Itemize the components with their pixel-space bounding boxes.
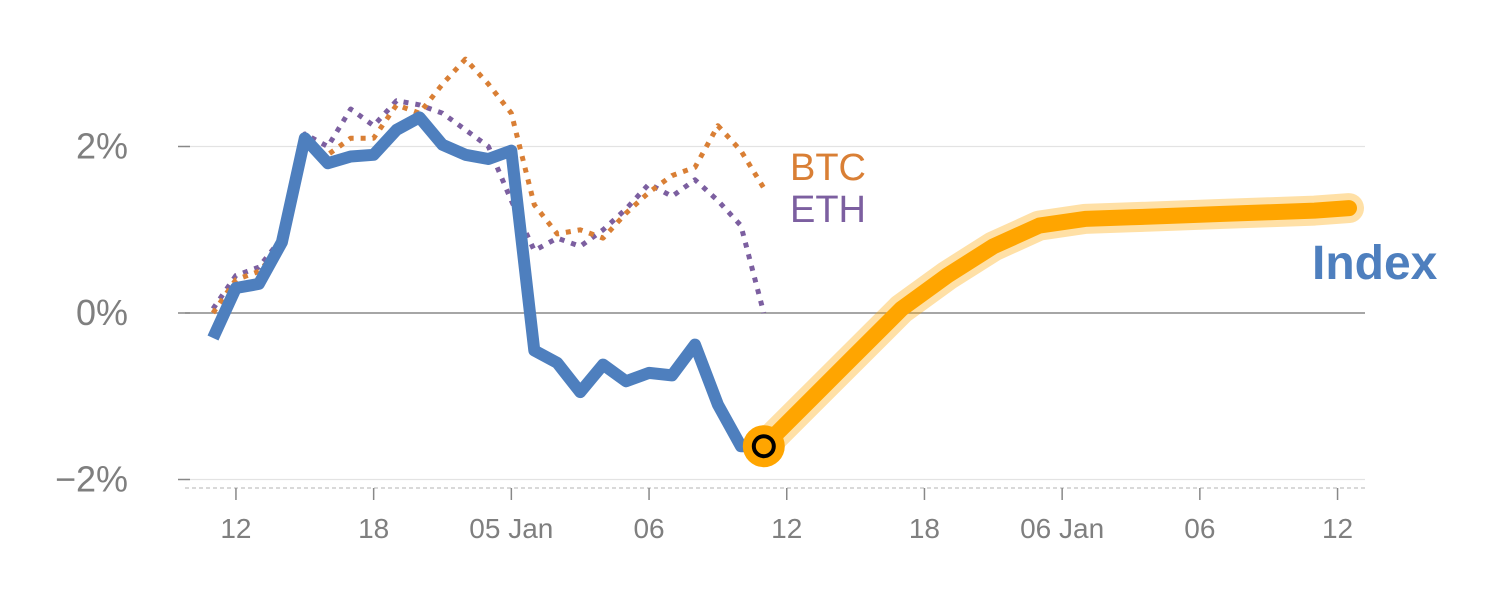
y-axis-ticks: 2% 0% −2%: [55, 126, 190, 500]
y-tick-label: 0%: [76, 292, 128, 333]
marker-ring: [751, 434, 776, 459]
forecast-band-line: [755, 200, 1357, 455]
y-tick-label: −2%: [55, 459, 128, 500]
index-series-label: Index: [1312, 237, 1438, 290]
x-tick-label: 18: [909, 513, 940, 544]
series-labels: BTC ETH Index: [790, 147, 1438, 290]
x-tick-label: 12: [1322, 513, 1353, 544]
x-tick-label: 12: [220, 513, 251, 544]
btc-series-line: [210, 56, 766, 315]
x-tick-label: 18: [358, 513, 389, 544]
x-tick-label: 06 Jan: [1020, 513, 1104, 544]
marker-outer-dot: [742, 425, 785, 468]
y-tick-label: 2%: [76, 126, 128, 167]
index-series-line: [207, 111, 764, 453]
current-point-marker: [742, 425, 785, 468]
forecast-band-glow: [748, 193, 1364, 462]
series-lines: [207, 56, 1364, 462]
btc-series-label: BTC: [790, 147, 866, 189]
x-tick-label: 06: [1184, 513, 1215, 544]
x-tick-label: 12: [771, 513, 802, 544]
x-axis-ticks: 12 18 05 Jan 06 12 18 06 Jan 06 12: [220, 488, 1353, 544]
x-tick-label: 06: [633, 513, 664, 544]
x-tick-label: 05 Jan: [469, 513, 553, 544]
eth-series-label: ETH: [790, 189, 866, 231]
